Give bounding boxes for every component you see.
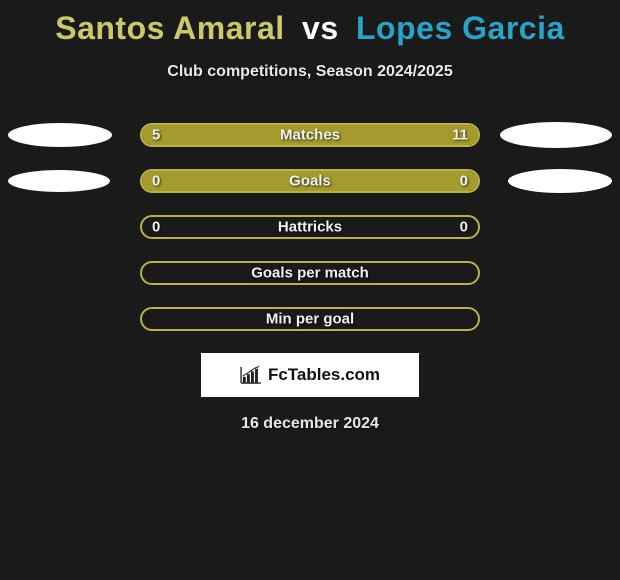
stat-row: Goals 0 0 [0,169,620,193]
stat-bar: Matches 5 11 [140,123,480,147]
stat-row: Matches 5 11 [0,123,620,147]
stat-value-right: 11 [452,127,468,144]
player1-name: Santos Amaral [55,10,284,46]
brand-text: FcTables.com [268,365,380,385]
stat-value-left: 0 [152,219,160,236]
stat-bar: Hattricks 0 0 [140,215,480,239]
subtitle: Club competitions, Season 2024/2025 [0,63,620,81]
comparison-area: Matches 5 11 Goals 0 0 Hattricks 0 0 Goals per ma… [0,123,620,331]
stat-bar: Min per goal [140,307,480,331]
brand-box[interactable]: FcTables.com [201,353,419,397]
stat-bar: Goals per match [140,261,480,285]
vs-text: vs [302,10,339,46]
stat-row: Hattricks 0 0 [0,215,620,239]
stat-bar: Goals 0 0 [140,169,480,193]
stat-value-left: 0 [152,173,160,190]
right-ellipse [500,122,612,148]
date-label: 16 december 2024 [0,415,620,433]
right-ellipse [508,169,612,193]
left-ellipse [8,170,110,192]
stat-row: Goals per match [0,261,620,285]
stat-row: Min per goal [0,307,620,331]
stat-label: Goals [289,173,331,190]
player2-name: Lopes Garcia [356,10,565,46]
stat-label: Goals per match [251,265,369,282]
bar-right-fill [310,171,478,191]
page-title: Santos Amaral vs Lopes Garcia [0,10,620,47]
stat-value-right: 0 [460,219,468,236]
stat-value-left: 5 [152,127,160,144]
stat-label: Matches [280,127,340,144]
left-ellipse [8,123,112,147]
stat-label: Min per goal [266,311,354,328]
brand-chart-icon [240,366,262,384]
stat-label: Hattricks [278,219,342,236]
bar-left-fill [142,171,310,191]
stat-value-right: 0 [460,173,468,190]
